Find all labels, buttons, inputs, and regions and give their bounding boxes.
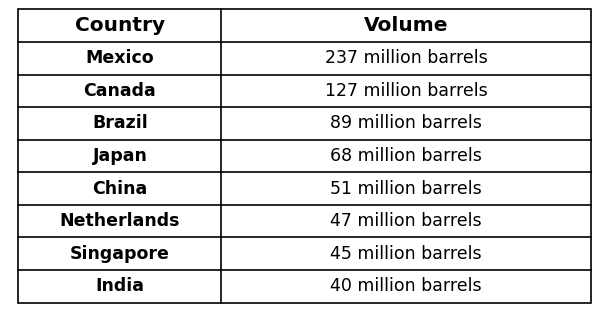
Text: Netherlands: Netherlands (60, 212, 180, 230)
Text: 40 million barrels: 40 million barrels (330, 277, 482, 295)
Text: 127 million barrels: 127 million barrels (325, 82, 487, 100)
Text: Mexico: Mexico (86, 49, 154, 67)
Text: 47 million barrels: 47 million barrels (330, 212, 482, 230)
Text: China: China (92, 180, 147, 197)
Text: 237 million barrels: 237 million barrels (325, 49, 487, 67)
Text: 51 million barrels: 51 million barrels (330, 180, 482, 197)
Text: Singapore: Singapore (70, 245, 170, 263)
Text: India: India (96, 277, 144, 295)
Text: Country: Country (75, 16, 165, 35)
Text: Volume: Volume (364, 16, 448, 35)
Text: 89 million barrels: 89 million barrels (330, 115, 482, 132)
Text: Japan: Japan (93, 147, 147, 165)
Text: 68 million barrels: 68 million barrels (330, 147, 482, 165)
Text: 45 million barrels: 45 million barrels (330, 245, 482, 263)
Text: Canada: Canada (83, 82, 157, 100)
Text: Brazil: Brazil (92, 115, 148, 132)
